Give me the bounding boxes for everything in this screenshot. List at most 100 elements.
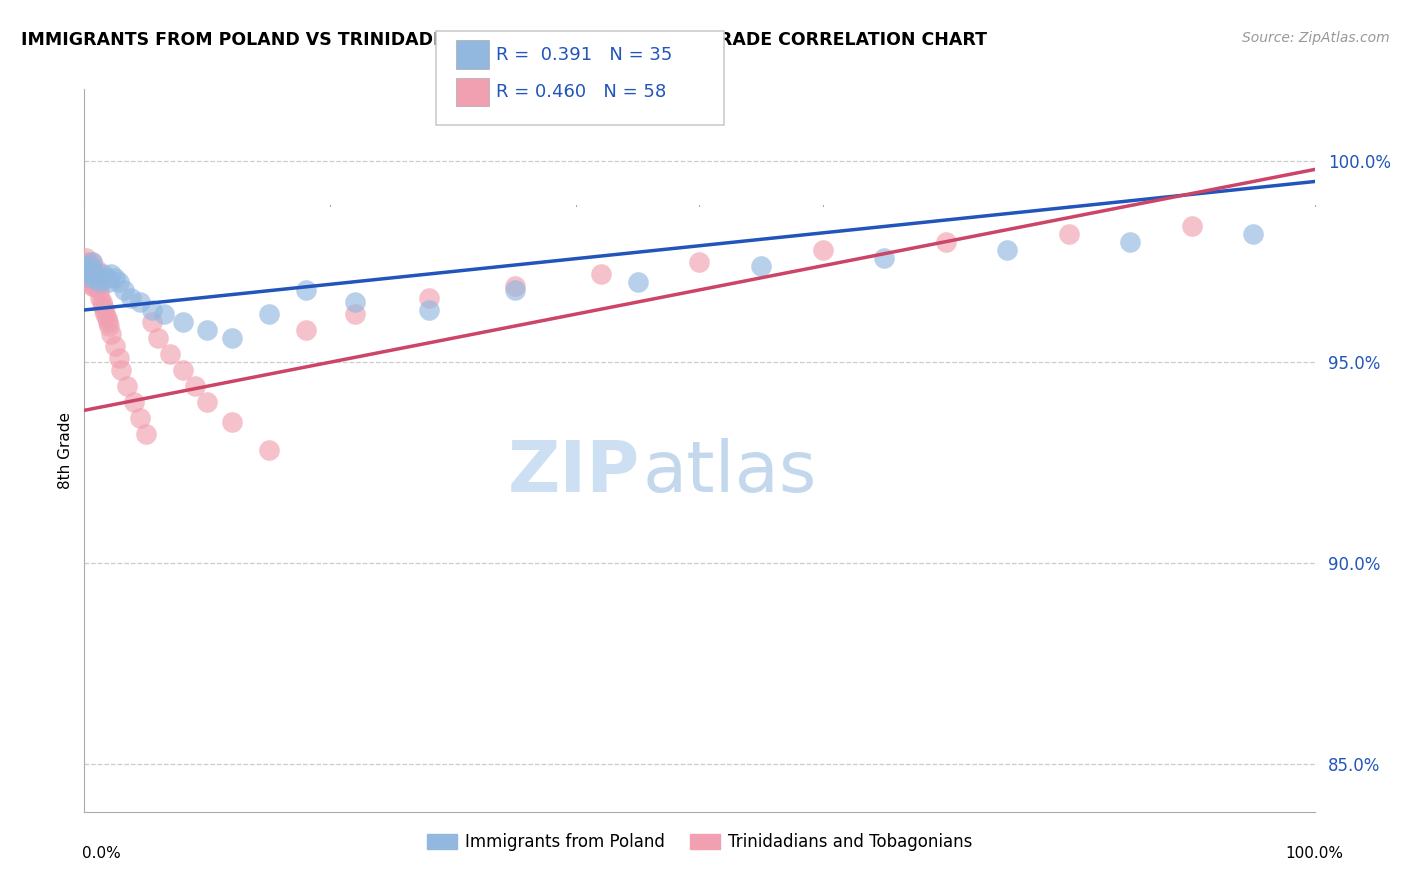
Point bbox=[295, 283, 318, 297]
Point bbox=[76, 262, 98, 277]
Point bbox=[141, 315, 163, 329]
Point bbox=[503, 278, 526, 293]
Text: R = 0.460   N = 58: R = 0.460 N = 58 bbox=[496, 83, 666, 101]
Text: ZIP: ZIP bbox=[508, 438, 640, 508]
Point bbox=[811, 243, 834, 257]
Point bbox=[295, 323, 318, 337]
Point bbox=[221, 415, 243, 429]
Text: Source: ZipAtlas.com: Source: ZipAtlas.com bbox=[1241, 31, 1389, 45]
Point bbox=[79, 262, 101, 277]
Text: atlas: atlas bbox=[643, 438, 817, 508]
Point bbox=[128, 294, 150, 310]
Point bbox=[79, 270, 101, 285]
Point bbox=[122, 395, 145, 409]
Point bbox=[86, 275, 108, 289]
Point bbox=[172, 315, 194, 329]
Point bbox=[257, 307, 280, 321]
Point bbox=[591, 267, 613, 281]
Point bbox=[93, 302, 115, 317]
Point bbox=[418, 291, 440, 305]
Text: 100.0%: 100.0% bbox=[1285, 847, 1344, 861]
Point bbox=[75, 259, 97, 273]
Point bbox=[97, 315, 120, 329]
Text: R =  0.391   N = 35: R = 0.391 N = 35 bbox=[496, 45, 672, 63]
Point bbox=[79, 259, 101, 273]
Point bbox=[83, 267, 105, 281]
Point bbox=[197, 323, 219, 337]
Point bbox=[141, 302, 163, 317]
Point bbox=[257, 443, 280, 458]
Point bbox=[749, 259, 772, 273]
Point bbox=[1119, 235, 1142, 249]
Point bbox=[79, 259, 101, 273]
Point bbox=[96, 270, 118, 285]
Point bbox=[76, 270, 98, 285]
Point bbox=[148, 331, 170, 345]
Point bbox=[82, 262, 104, 277]
Point bbox=[86, 262, 108, 277]
Point bbox=[112, 283, 135, 297]
Point bbox=[75, 267, 97, 281]
Point bbox=[935, 235, 957, 249]
Point bbox=[1057, 227, 1080, 241]
Point bbox=[627, 275, 650, 289]
Point bbox=[104, 270, 127, 285]
Point bbox=[221, 331, 243, 345]
Point bbox=[344, 307, 367, 321]
Point bbox=[91, 267, 114, 281]
Point bbox=[344, 294, 367, 310]
Point bbox=[128, 411, 150, 425]
Point bbox=[172, 363, 194, 377]
Point bbox=[689, 254, 711, 268]
Point bbox=[104, 339, 127, 353]
Point bbox=[418, 302, 440, 317]
Point bbox=[120, 291, 142, 305]
Point bbox=[87, 283, 111, 297]
Point bbox=[75, 259, 97, 273]
Point bbox=[83, 267, 105, 281]
Point bbox=[184, 379, 207, 393]
Point bbox=[873, 251, 896, 265]
Point bbox=[1241, 227, 1264, 241]
Point bbox=[91, 299, 114, 313]
Point bbox=[197, 395, 219, 409]
Point bbox=[100, 267, 122, 281]
Text: 0.0%: 0.0% bbox=[82, 847, 121, 861]
Point bbox=[98, 275, 120, 289]
Point bbox=[100, 327, 122, 342]
Point bbox=[90, 294, 112, 310]
Point bbox=[108, 275, 131, 289]
Point bbox=[995, 243, 1018, 257]
Text: IMMIGRANTS FROM POLAND VS TRINIDADIAN AND TOBAGONIAN 8TH GRADE CORRELATION CHART: IMMIGRANTS FROM POLAND VS TRINIDADIAN AN… bbox=[21, 31, 987, 49]
Point bbox=[96, 311, 118, 326]
Point bbox=[77, 267, 100, 281]
Point bbox=[83, 278, 105, 293]
Point bbox=[135, 427, 157, 442]
Point bbox=[159, 347, 181, 361]
Point bbox=[79, 267, 101, 281]
Point bbox=[503, 283, 526, 297]
Point bbox=[77, 275, 100, 289]
Point bbox=[89, 291, 111, 305]
Point bbox=[87, 275, 111, 289]
Point bbox=[98, 318, 120, 333]
Point bbox=[153, 307, 176, 321]
Point bbox=[77, 267, 100, 281]
Point bbox=[80, 254, 103, 268]
Point bbox=[76, 254, 98, 268]
Point bbox=[87, 278, 110, 293]
Point bbox=[82, 262, 104, 277]
Point bbox=[1181, 219, 1204, 233]
Point bbox=[79, 270, 101, 285]
Point bbox=[117, 379, 139, 393]
Point bbox=[94, 307, 117, 321]
Point bbox=[86, 270, 108, 285]
Point bbox=[82, 275, 104, 289]
Point bbox=[80, 278, 103, 293]
Point bbox=[77, 259, 100, 273]
Point bbox=[80, 254, 103, 268]
Point bbox=[108, 351, 131, 366]
Legend: Immigrants from Poland, Trinidadians and Tobagonians: Immigrants from Poland, Trinidadians and… bbox=[420, 826, 979, 857]
Y-axis label: 8th Grade: 8th Grade bbox=[58, 412, 73, 489]
Point bbox=[75, 251, 97, 265]
